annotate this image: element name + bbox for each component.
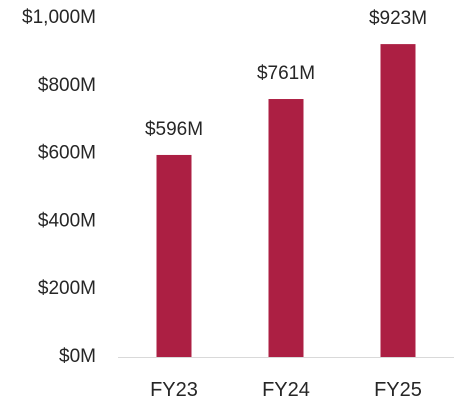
y-tick-label: $600M <box>38 143 96 164</box>
bar <box>156 154 192 357</box>
bars <box>156 44 416 358</box>
y-axis-ticks: $0M $200M $400M $600M $800M $1,000M <box>22 7 96 367</box>
y-tick-label: $0M <box>59 346 96 367</box>
y-tick-label: $800M <box>38 75 96 96</box>
category-labels: FY23 FY24 FY25 <box>150 379 422 401</box>
y-tick-label: $400M <box>38 210 96 231</box>
category-label: FY23 <box>150 379 198 401</box>
data-label: $596M <box>145 119 203 140</box>
y-tick-label: $1,000M <box>22 7 96 28</box>
bar <box>268 99 304 358</box>
category-label: FY25 <box>374 379 422 401</box>
data-labels: $596M $761M $923M <box>145 8 427 140</box>
y-tick-label: $200M <box>38 278 96 299</box>
data-label: $761M <box>257 63 315 84</box>
bar <box>380 44 416 358</box>
category-label: FY24 <box>262 379 310 401</box>
data-label: $923M <box>369 8 427 29</box>
